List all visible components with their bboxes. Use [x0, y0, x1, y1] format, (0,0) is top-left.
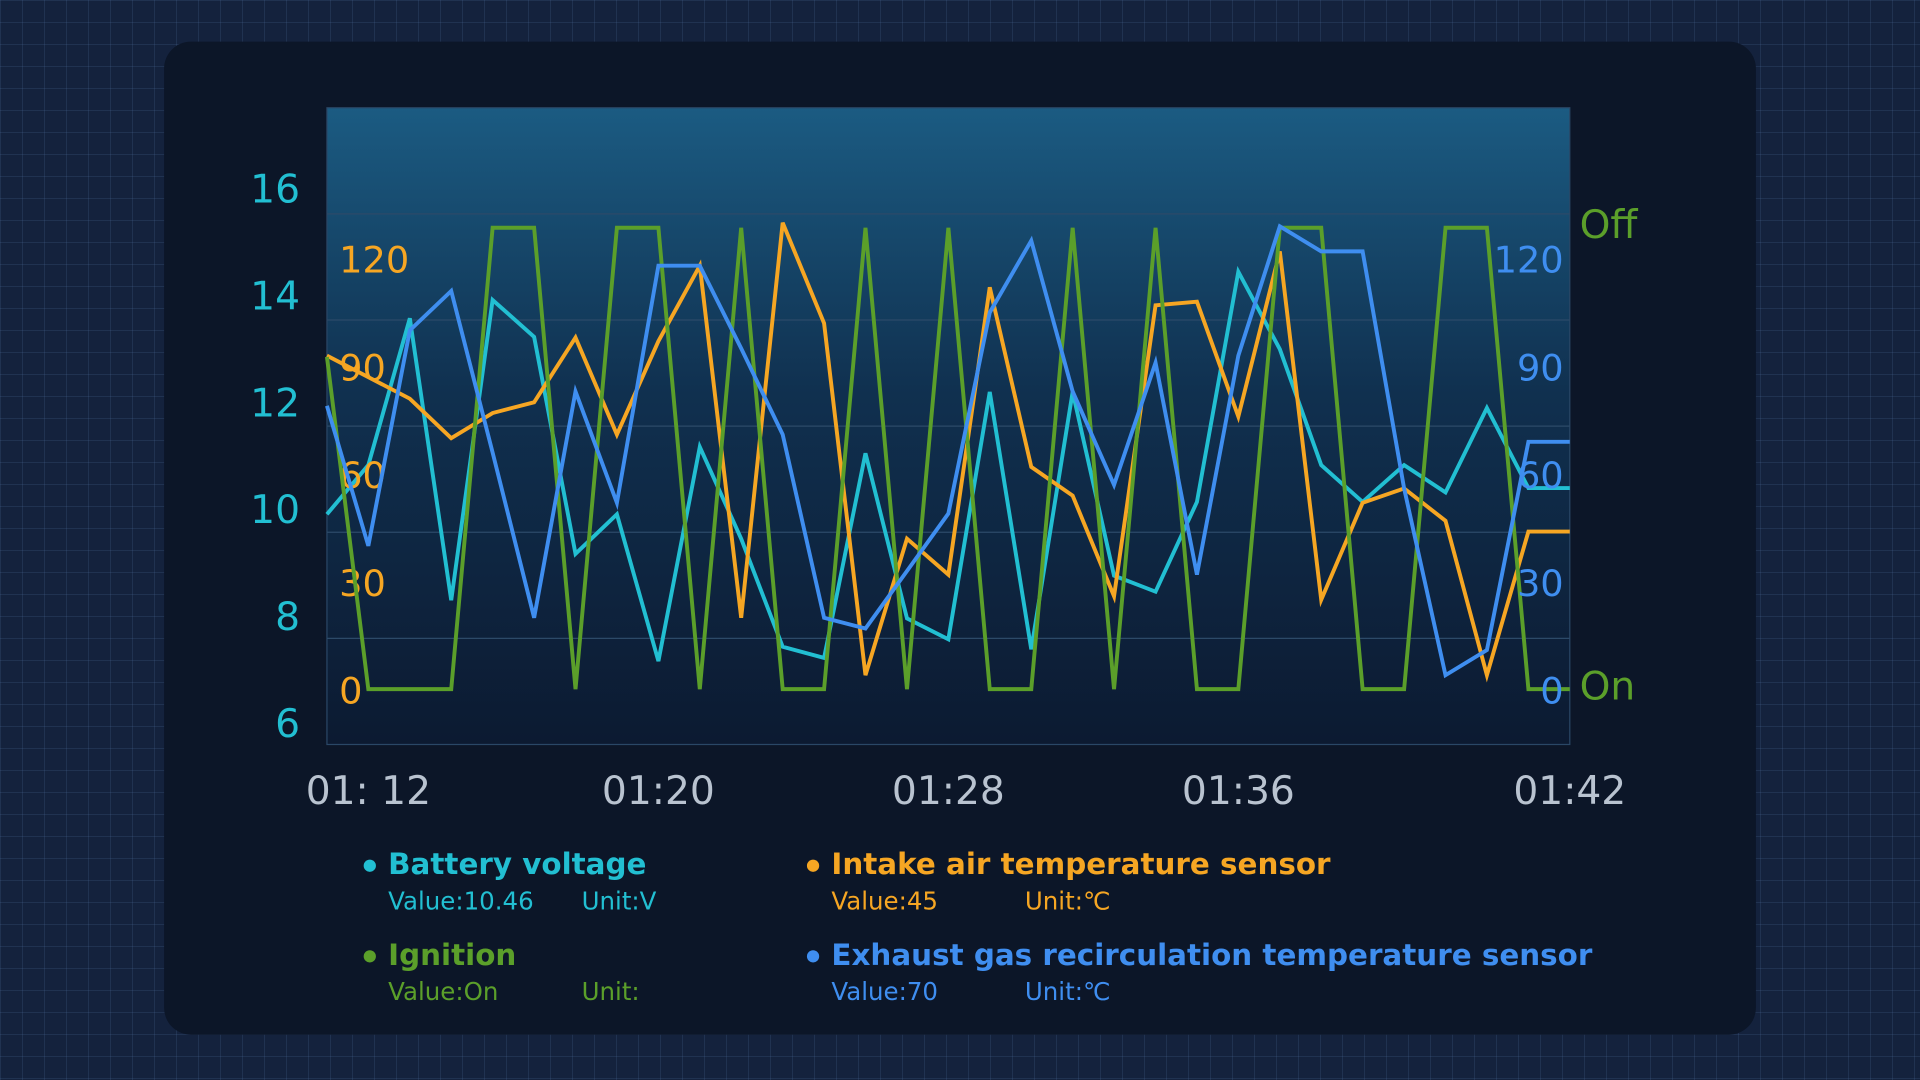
grid [326, 213, 1570, 639]
legend-name: Intake air temperature sensor [831, 847, 1331, 881]
y-tick-label: 12 [250, 381, 300, 426]
y-tick-label: 10 [250, 488, 300, 533]
legend-value: Value:On [388, 977, 498, 1006]
y-tick-label: 6 [275, 702, 300, 747]
y-tick-label: 120 [339, 239, 409, 282]
series-line [324, 225, 1570, 692]
y-tick-label: 16 [250, 168, 300, 213]
legend-value: Value:70 [831, 977, 938, 1006]
series-line [326, 221, 1570, 683]
legend-value: Value:10.46 [388, 886, 534, 915]
y-tick-label: Off [1580, 203, 1639, 248]
legend-dot [806, 950, 820, 963]
legend-value: Value:45 [831, 886, 938, 915]
y-tick-label: 90 [1517, 346, 1564, 389]
legend-unit: Unit: [582, 977, 640, 1006]
legend-name: Ignition [388, 938, 516, 972]
x-tick-label: 01: 12 [306, 769, 431, 814]
x-tick-label: 01:36 [1182, 769, 1295, 814]
legend-name: Battery voltage [388, 847, 646, 881]
y-tick-label: 30 [339, 562, 386, 605]
x-tick-label: 01:42 [1513, 769, 1626, 814]
y-tick-label: 0 [339, 670, 362, 713]
series-line [325, 223, 1570, 679]
y-tick-label: 0 [1540, 670, 1563, 713]
y-tick-label: 14 [250, 274, 300, 319]
legend-dot [806, 859, 820, 872]
legend-name: Exhaust gas recirculation temperature se… [831, 938, 1592, 972]
y-tick-label: On [1580, 665, 1636, 710]
y-tick-label: 30 [1517, 562, 1564, 605]
y-tick-label: 8 [275, 595, 300, 640]
x-tick-label: 01:28 [892, 769, 1005, 814]
legend-unit: Unit:℃ [1025, 977, 1111, 1006]
legend-unit: Unit:℃ [1025, 886, 1111, 915]
legend-dot [363, 859, 376, 872]
legend-unit: Unit:V [582, 886, 657, 915]
y-tick-label: 120 [1494, 239, 1564, 282]
legend-dot [363, 950, 376, 963]
x-tick-label: 01:20 [602, 769, 715, 814]
